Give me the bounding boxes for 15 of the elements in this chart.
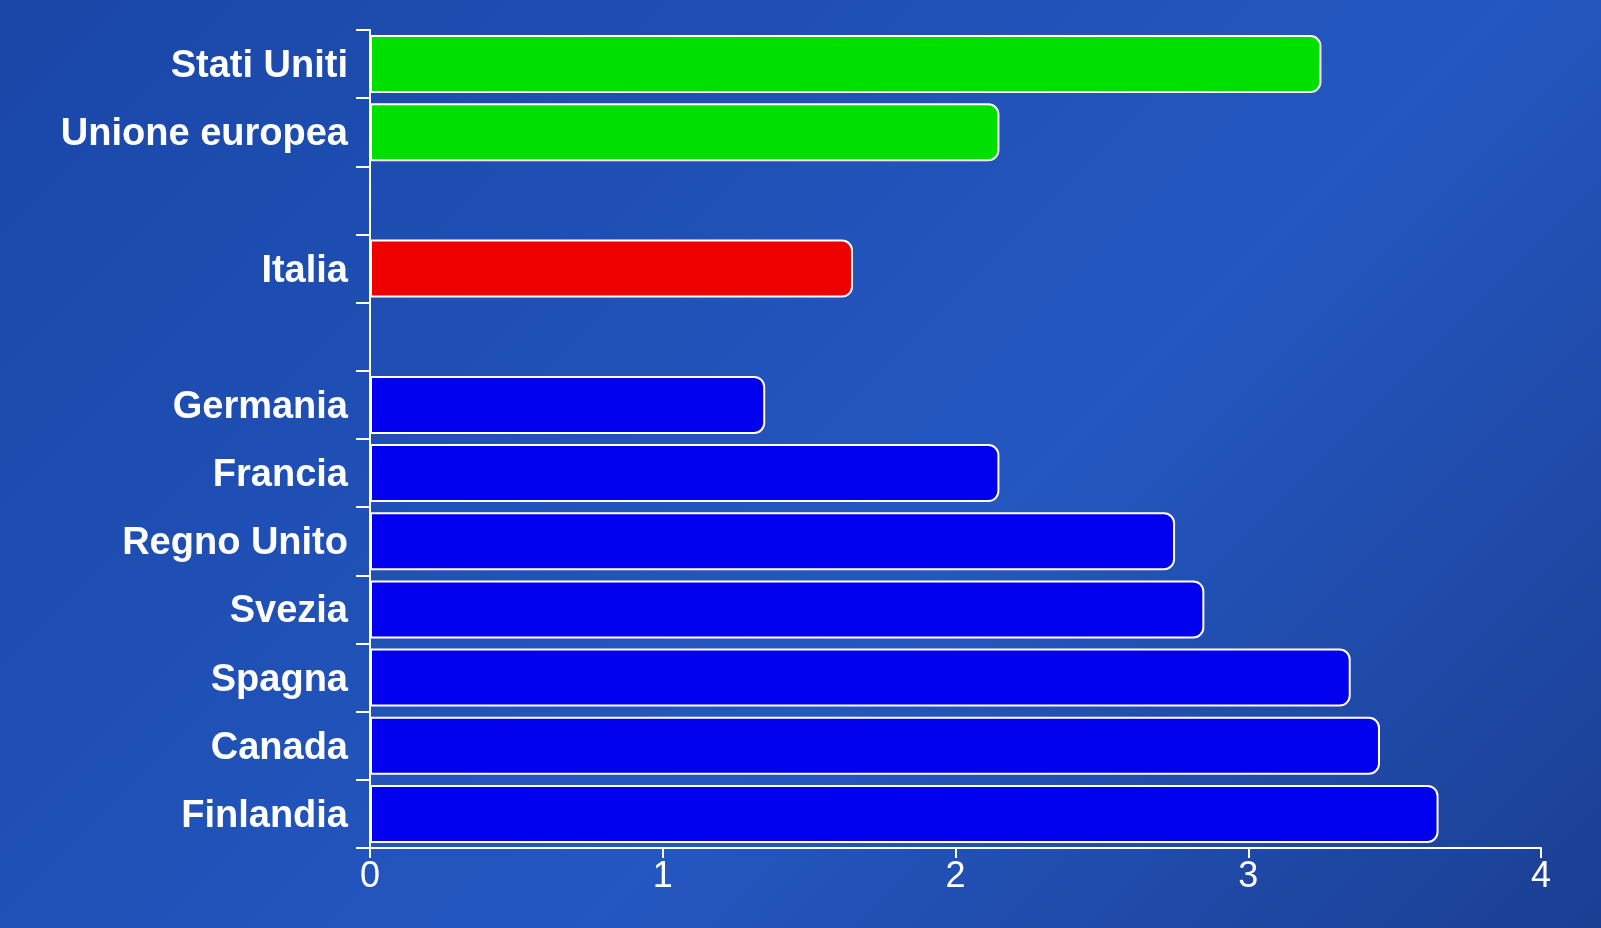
x-tick-label: 0 bbox=[359, 853, 381, 895]
y-tick-label: Spagna bbox=[210, 656, 349, 699]
x-tick-label: 3 bbox=[1238, 853, 1259, 895]
y-tick-label: Finlandia bbox=[181, 792, 349, 835]
y-tick-label: Francia bbox=[212, 452, 349, 495]
y-tick-label: Regno Unito bbox=[122, 520, 348, 563]
y-tick-label: Canada bbox=[210, 724, 349, 767]
x-tick-label: 2 bbox=[945, 853, 966, 895]
x-tick-label: 1 bbox=[652, 853, 673, 895]
y-tick-label: Germania bbox=[172, 383, 349, 426]
y-tick-label: Unione europea bbox=[60, 111, 349, 154]
y-tick-label: Stati Uniti bbox=[170, 43, 348, 86]
x-tick-label: 4 bbox=[1530, 853, 1552, 895]
y-tick-label: Svezia bbox=[229, 588, 349, 631]
y-tick-label: Italia bbox=[261, 247, 349, 290]
